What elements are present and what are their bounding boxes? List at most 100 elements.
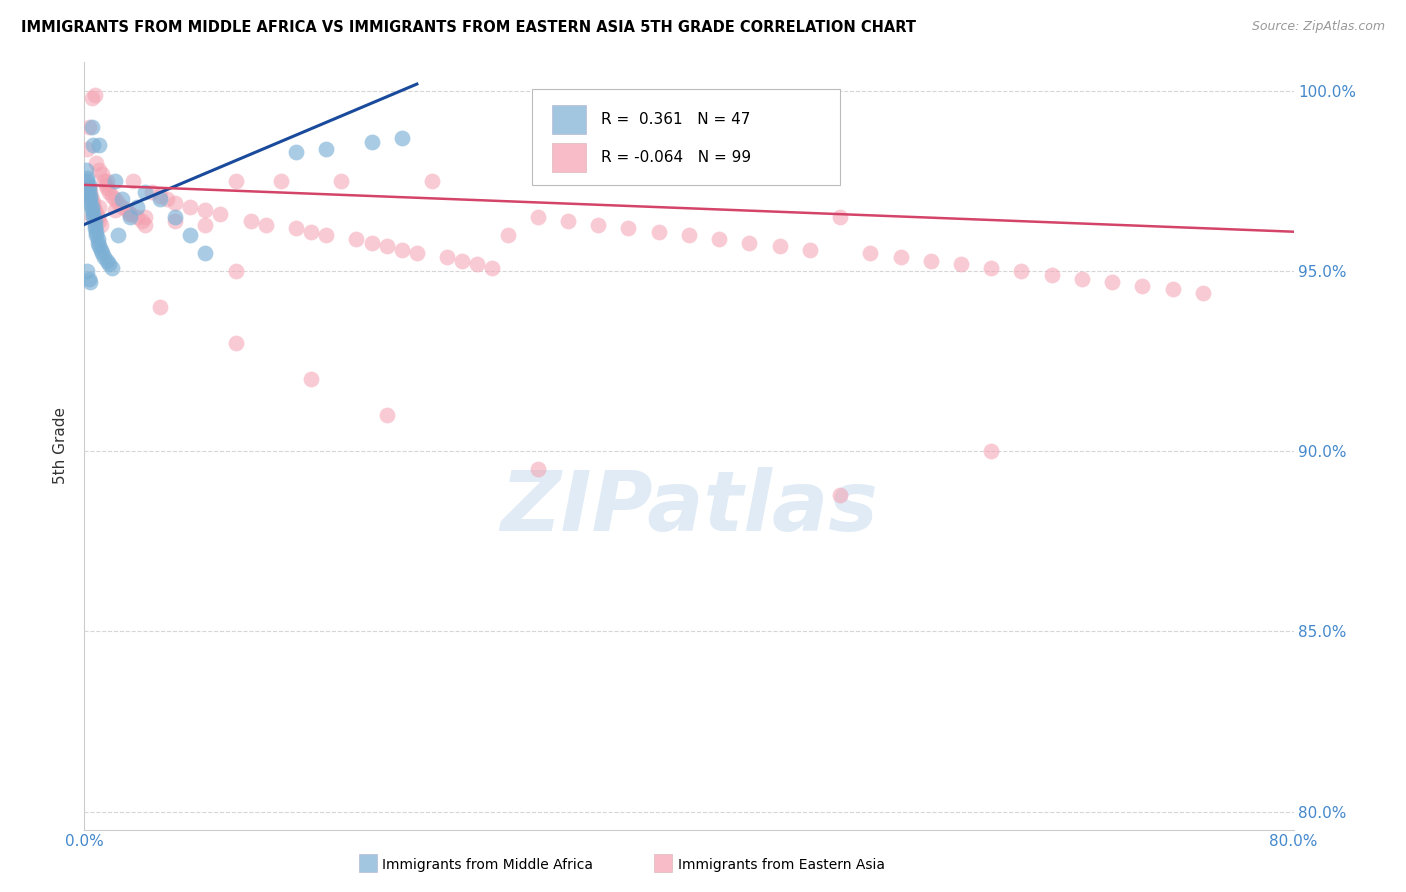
Point xyxy=(84,214,107,228)
Point xyxy=(90,218,112,232)
Point xyxy=(799,243,821,257)
Point xyxy=(93,250,115,264)
Point xyxy=(1040,268,1063,282)
Point xyxy=(131,214,153,228)
FancyBboxPatch shape xyxy=(531,89,841,186)
Point xyxy=(80,211,103,225)
Point xyxy=(588,218,610,232)
Point xyxy=(97,257,120,271)
Point xyxy=(299,225,322,239)
Point xyxy=(134,185,156,199)
Point xyxy=(111,192,134,206)
Point xyxy=(149,192,172,206)
Point xyxy=(86,156,108,170)
Point xyxy=(830,211,852,225)
Point xyxy=(93,174,115,188)
Point xyxy=(91,167,114,181)
Text: ZIPatlas: ZIPatlas xyxy=(501,467,877,548)
Point xyxy=(165,214,187,228)
Point xyxy=(709,232,731,246)
Point xyxy=(75,163,97,178)
Point xyxy=(239,214,262,228)
Point xyxy=(194,218,217,232)
Point xyxy=(149,301,172,315)
Point xyxy=(100,188,122,202)
Point xyxy=(79,195,101,210)
Point xyxy=(648,225,671,239)
Point xyxy=(89,163,111,178)
Point xyxy=(104,192,127,206)
Point xyxy=(77,271,100,285)
Point xyxy=(86,207,108,221)
Point xyxy=(225,174,247,188)
Point xyxy=(89,214,111,228)
Point xyxy=(84,87,107,102)
Point xyxy=(254,218,277,232)
Point xyxy=(79,188,101,202)
Point xyxy=(104,174,127,188)
Point xyxy=(859,246,882,260)
Point xyxy=(97,185,120,199)
Point xyxy=(1101,275,1123,289)
Text: IMMIGRANTS FROM MIDDLE AFRICA VS IMMIGRANTS FROM EASTERN ASIA 5TH GRADE CORRELAT: IMMIGRANTS FROM MIDDLE AFRICA VS IMMIGRA… xyxy=(21,20,917,35)
Point xyxy=(87,211,110,225)
Point xyxy=(96,181,118,195)
Point xyxy=(89,200,111,214)
Point xyxy=(134,211,156,225)
Point xyxy=(104,203,127,218)
Point xyxy=(557,214,579,228)
Point xyxy=(77,185,100,199)
Point xyxy=(920,253,942,268)
Point xyxy=(769,239,792,253)
Point xyxy=(80,91,103,105)
Point xyxy=(165,211,187,225)
Point xyxy=(285,221,308,235)
Point xyxy=(111,200,134,214)
Point xyxy=(194,246,217,260)
Point xyxy=(80,192,103,206)
Point xyxy=(96,253,118,268)
Point xyxy=(830,488,852,502)
Point xyxy=(179,200,201,214)
Point xyxy=(76,174,98,188)
Point xyxy=(481,260,503,275)
Point xyxy=(127,200,149,214)
Text: R =  0.361   N = 47: R = 0.361 N = 47 xyxy=(600,112,749,127)
Point xyxy=(950,257,973,271)
Text: Immigrants from Eastern Asia: Immigrants from Eastern Asia xyxy=(678,858,884,872)
Point xyxy=(80,203,103,218)
Point xyxy=(1071,271,1094,285)
Point xyxy=(149,188,172,202)
Point xyxy=(179,228,201,243)
Point xyxy=(82,207,104,221)
Bar xyxy=(553,104,586,134)
Point xyxy=(225,336,247,351)
Point xyxy=(82,200,104,214)
Point xyxy=(890,250,912,264)
Point xyxy=(91,246,114,260)
Point xyxy=(76,178,98,192)
Point xyxy=(118,207,141,221)
Point xyxy=(134,218,156,232)
Point xyxy=(467,257,489,271)
Point xyxy=(77,120,100,135)
Point xyxy=(79,185,101,199)
Point xyxy=(94,178,117,192)
Point xyxy=(527,462,550,476)
Point xyxy=(360,235,382,250)
Point xyxy=(420,174,443,188)
Point xyxy=(77,181,100,195)
Point xyxy=(285,145,308,160)
Point xyxy=(127,211,149,225)
Text: Source: ZipAtlas.com: Source: ZipAtlas.com xyxy=(1251,20,1385,33)
Point xyxy=(87,235,110,250)
Point xyxy=(315,142,337,156)
Point xyxy=(1192,285,1215,300)
Point xyxy=(89,138,111,153)
Point xyxy=(89,239,111,253)
Point xyxy=(82,138,104,153)
Point xyxy=(77,178,100,192)
Point xyxy=(84,218,107,232)
Point xyxy=(82,211,104,225)
Point xyxy=(527,211,550,225)
